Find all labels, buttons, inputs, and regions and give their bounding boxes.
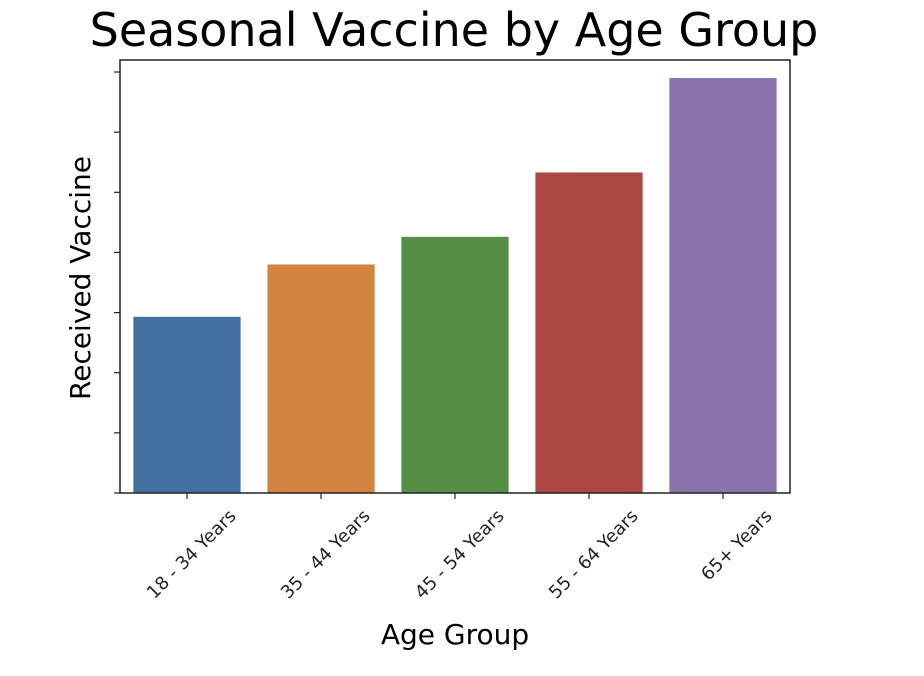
bar-4 [535,172,643,493]
x-axis-label: Age Group [381,618,529,651]
bar-5 [669,78,777,494]
x-tick-label: 55 - 64 Years [545,506,643,604]
x-tick-label: 18 - 34 Years [143,506,241,604]
bar-2 [267,264,375,493]
y-axis-label: Received Vaccine [64,156,97,400]
bar-1 [133,316,241,493]
bars-group [133,78,777,494]
x-tick-label: 65+ Years [697,506,776,585]
x-axis-ticks: 18 - 34 Years 35 - 44 Years 45 - 54 Years 5… [143,493,777,603]
x-tick-label: 45 - 54 Years [411,506,509,604]
chart-title: Seasonal Vaccine by Age Group [90,3,819,57]
y-axis-ticks [114,71,120,494]
bar-3 [401,236,509,493]
x-tick-label: 35 - 44 Years [277,506,375,604]
plot-frame [119,59,791,494]
